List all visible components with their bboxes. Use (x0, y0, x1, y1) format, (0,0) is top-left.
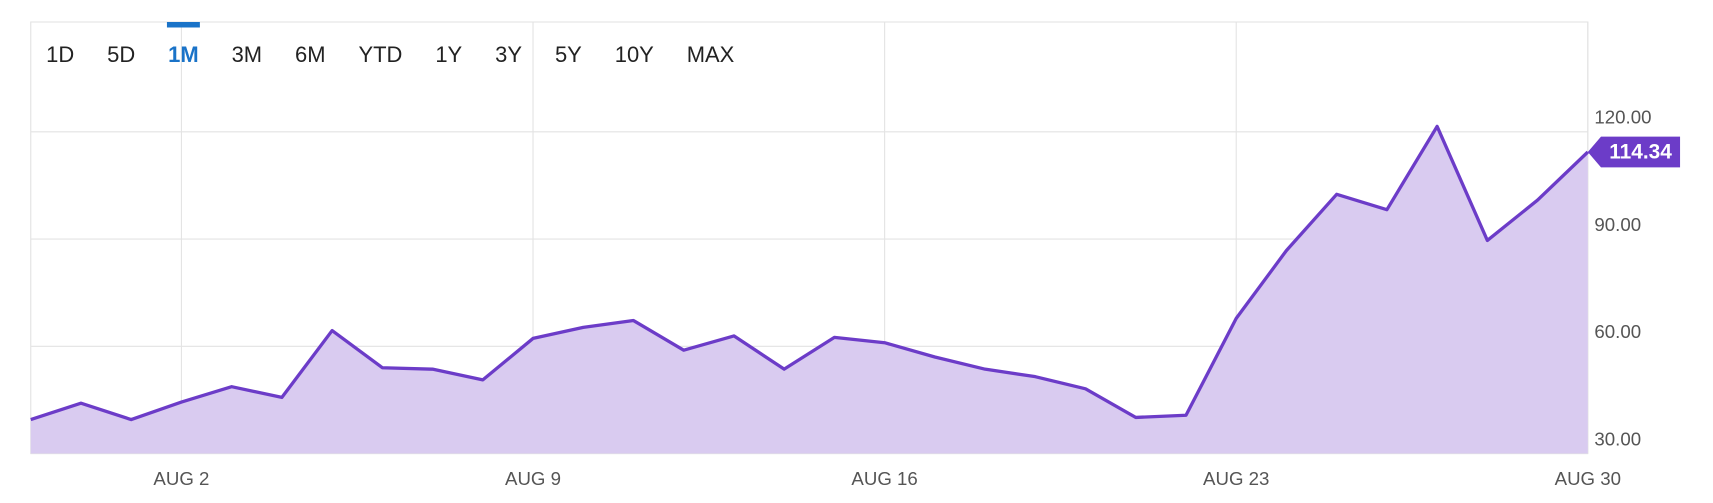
range-button[interactable]: 1M (168, 42, 199, 67)
x-tick-label: AUG 2 (153, 468, 209, 489)
x-tick-label: AUG 23 (1203, 468, 1269, 489)
range-button[interactable]: 5D (107, 42, 135, 67)
last-value-badge (1587, 136, 1681, 168)
range-button[interactable]: 3M (232, 42, 263, 67)
selected-indicator (166, 22, 200, 28)
x-tick-label: AUG 30 (1555, 468, 1621, 489)
y-tick-label: 120.00 (1594, 107, 1651, 128)
range-button[interactable]: 1Y (435, 42, 462, 67)
y-tick-label: 90.00 (1594, 214, 1641, 235)
y-tick-label: 30.00 (1594, 428, 1641, 449)
x-tick-label: AUG 16 (851, 468, 917, 489)
y-tick-label: 60.00 (1594, 321, 1641, 342)
range-button[interactable]: 6M (295, 42, 325, 67)
x-tick-label: AUG 9 (505, 468, 561, 489)
range-button[interactable]: 10Y (615, 42, 654, 67)
range-button[interactable]: MAX (687, 42, 735, 67)
range-button[interactable]: 3Y (495, 42, 522, 67)
range-button[interactable]: YTD (358, 42, 402, 67)
area-fill (30, 126, 1588, 454)
price-line (30, 124, 1589, 422)
last-value-label: 114.34 (1609, 141, 1672, 164)
range-button[interactable]: 1D (46, 42, 74, 67)
range-button[interactable]: 5Y (555, 42, 582, 67)
